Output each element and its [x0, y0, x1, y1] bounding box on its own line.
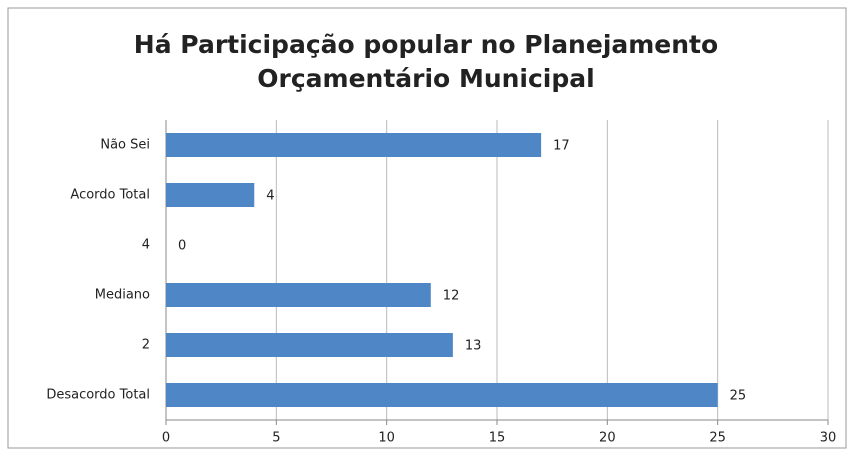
- bar: [166, 133, 542, 157]
- bar: [166, 383, 718, 407]
- x-tick-label: 25: [709, 431, 726, 446]
- data-label: 0: [178, 239, 186, 254]
- y-tick-label: Não Sei: [100, 138, 150, 153]
- chart-frame: [7, 7, 847, 449]
- data-label: 4: [266, 189, 274, 204]
- bar: [166, 283, 431, 307]
- x-tick-label: 30: [820, 431, 837, 446]
- bar: [166, 183, 255, 207]
- y-tick-label: 4: [142, 238, 150, 253]
- y-tick-label: Mediano: [95, 288, 150, 303]
- y-tick-label: 2: [142, 338, 150, 353]
- data-label: 12: [443, 289, 460, 304]
- data-label: 17: [553, 139, 570, 154]
- x-tick-label: 0: [162, 431, 170, 446]
- data-label: 25: [730, 389, 747, 404]
- x-tick-label: 5: [272, 431, 280, 446]
- chart-title: Há Participação popular no Planejamento: [134, 30, 718, 59]
- x-tick-label: 15: [489, 431, 506, 446]
- chart-title: Orçamentário Municipal: [257, 64, 594, 93]
- y-tick-label: Acordo Total: [70, 188, 150, 203]
- data-label: 13: [465, 339, 482, 354]
- x-tick-label: 20: [599, 431, 616, 446]
- bar: [166, 333, 453, 357]
- x-tick-label: 10: [378, 431, 395, 446]
- y-tick-label: Desacordo Total: [46, 388, 150, 403]
